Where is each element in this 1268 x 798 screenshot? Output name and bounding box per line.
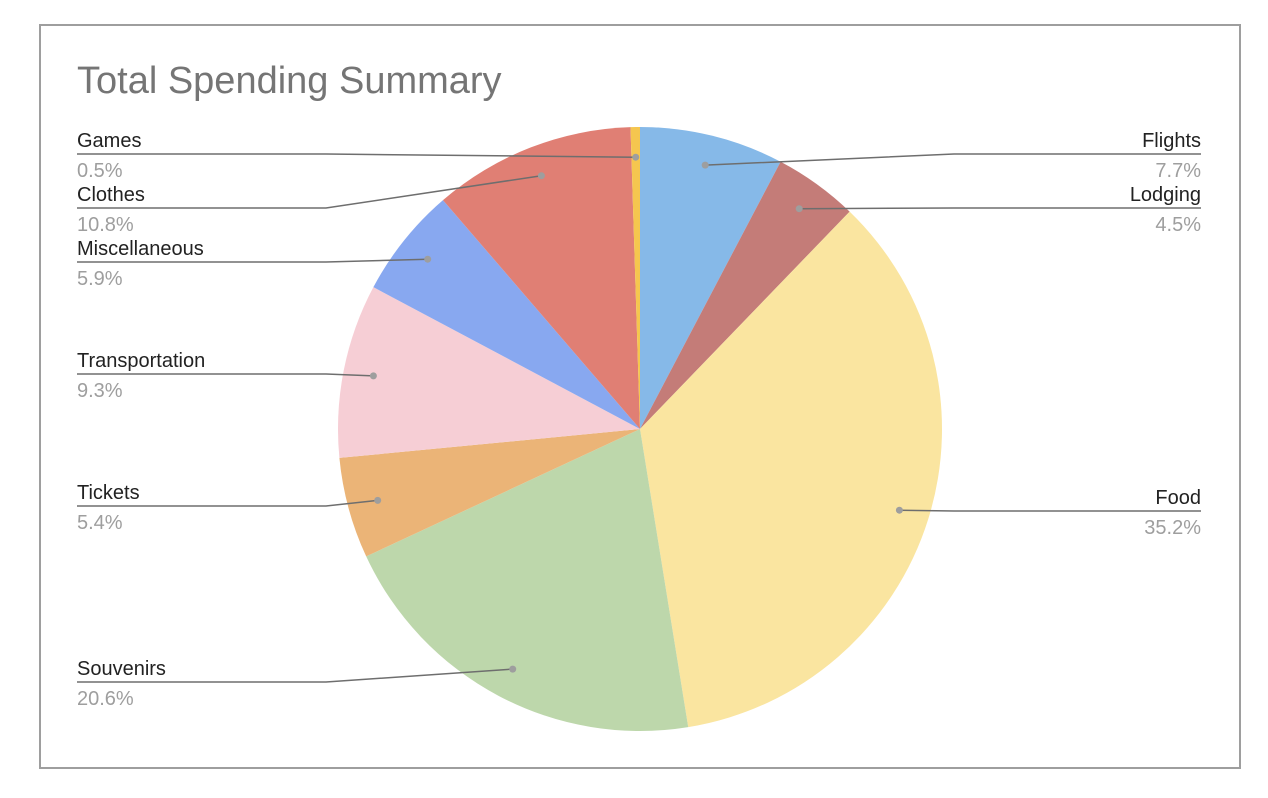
leader-dot-flights [701,161,709,169]
pie-slice-lodging [640,161,850,430]
leader-line-flights [705,153,1201,166]
leader-line-food [899,509,1201,512]
pie-slice-transportation [338,287,640,458]
slice-label-miscellaneous: Miscellaneous [77,238,204,260]
leader-line-tickets [77,499,378,507]
slice-percent-miscellaneous: 5.9% [77,268,123,290]
slice-label-transportation: Transportation [77,350,205,372]
pie-slice-clothes [442,127,640,430]
leader-line-clothes [77,174,542,209]
leader-dot-transportation [369,372,377,380]
pie-slice-souvenirs [366,429,689,731]
leader-dot-lodging [795,205,803,213]
leader-dot-souvenirs [509,665,517,673]
pie-slice-food [640,211,942,728]
leader-line-souvenirs [77,668,513,683]
slice-label-lodging: Lodging [1130,184,1201,206]
slice-label-tickets: Tickets [77,482,140,504]
slice-percent-flights: 7.7% [1155,160,1201,182]
slice-percent-games: 0.5% [77,160,123,182]
slice-percent-food: 35.2% [1144,517,1201,539]
leader-line-transportation [77,373,374,377]
leader-dot-miscellaneous [424,255,432,263]
slice-label-flights: Flights [1142,130,1201,152]
slice-percent-clothes: 10.8% [77,214,134,236]
slice-percent-lodging: 4.5% [1155,214,1201,236]
leader-line-miscellaneous [77,258,428,263]
leader-dot-food [895,506,903,514]
leader-line-games [77,153,636,158]
chart-title: Total Spending Summary [77,60,502,102]
slice-label-food: Food [1155,487,1201,509]
slice-percent-transportation: 9.3% [77,380,123,402]
pie-slice-miscellaneous [373,200,640,429]
leader-dot-games [632,153,640,161]
slice-percent-souvenirs: 20.6% [77,688,134,710]
slice-percent-tickets: 5.4% [77,512,123,534]
slice-label-souvenirs: Souvenirs [77,658,166,680]
leader-dot-tickets [374,496,382,504]
leader-line-lodging [799,207,1201,210]
slice-label-clothes: Clothes [77,184,145,206]
slice-label-games: Games [77,130,141,152]
leader-dot-clothes [537,172,545,180]
pie-slice-flights [640,127,781,429]
pie-slice-tickets [339,429,640,557]
pie-slice-games [630,127,640,429]
